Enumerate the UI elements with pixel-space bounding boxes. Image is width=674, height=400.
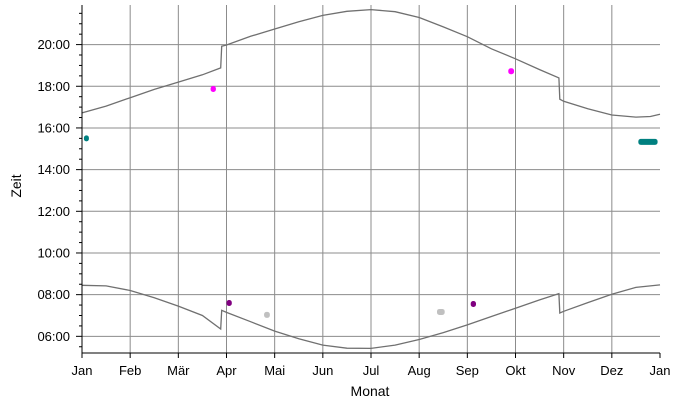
y-tick-label: 14:00	[37, 162, 70, 177]
x-tick-label: Jun	[312, 363, 333, 378]
x-axis-title: Monat	[351, 383, 390, 399]
event-marker-gray	[264, 311, 270, 318]
daylight-curves	[81, 8, 661, 350]
y-tick-label: 12:00	[37, 204, 70, 219]
tick-labels: Jan Feb Mär Apr Mai Jun Jul Aug Sep Okt Nov Dez Jan 0…	[37, 37, 670, 378]
x-tick-label: Jan	[650, 363, 671, 378]
axes	[76, 5, 661, 358]
y-tick-label: 16:00	[37, 120, 70, 135]
y-tick-label: 20:00	[37, 37, 70, 52]
y-tick-label: 06:00	[37, 329, 70, 344]
x-tick-label: Aug	[408, 363, 431, 378]
event-marker-teal	[83, 135, 89, 142]
x-tick-label: Jan	[72, 363, 93, 378]
event-marker-purple	[226, 299, 232, 306]
y-axis-title: Zeit	[8, 174, 24, 197]
x-tick-label: Sep	[456, 363, 479, 378]
curve-sunrise	[81, 284, 661, 350]
x-tick-label: Dez	[600, 363, 623, 378]
x-tick-label: Nov	[552, 363, 576, 378]
x-tick-label: Okt	[505, 363, 526, 378]
x-tick-label: Mai	[264, 363, 285, 378]
grid	[82, 5, 660, 353]
y-tick-label: 08:00	[37, 287, 70, 302]
curve-sunset	[81, 8, 661, 118]
event-marker-teal	[638, 138, 658, 145]
x-tick-label: Apr	[216, 363, 237, 378]
x-tick-label: Mär	[167, 363, 190, 378]
event-marker-gray	[436, 308, 445, 315]
event-marker-magenta	[508, 68, 515, 75]
y-tick-label: 10:00	[37, 245, 70, 260]
y-tick-label: 18:00	[37, 79, 70, 94]
event-markers	[83, 68, 658, 318]
x-tick-label: Feb	[119, 363, 141, 378]
event-marker-purple	[470, 301, 477, 308]
event-marker-magenta	[210, 85, 216, 92]
x-tick-label: Jul	[363, 363, 380, 378]
